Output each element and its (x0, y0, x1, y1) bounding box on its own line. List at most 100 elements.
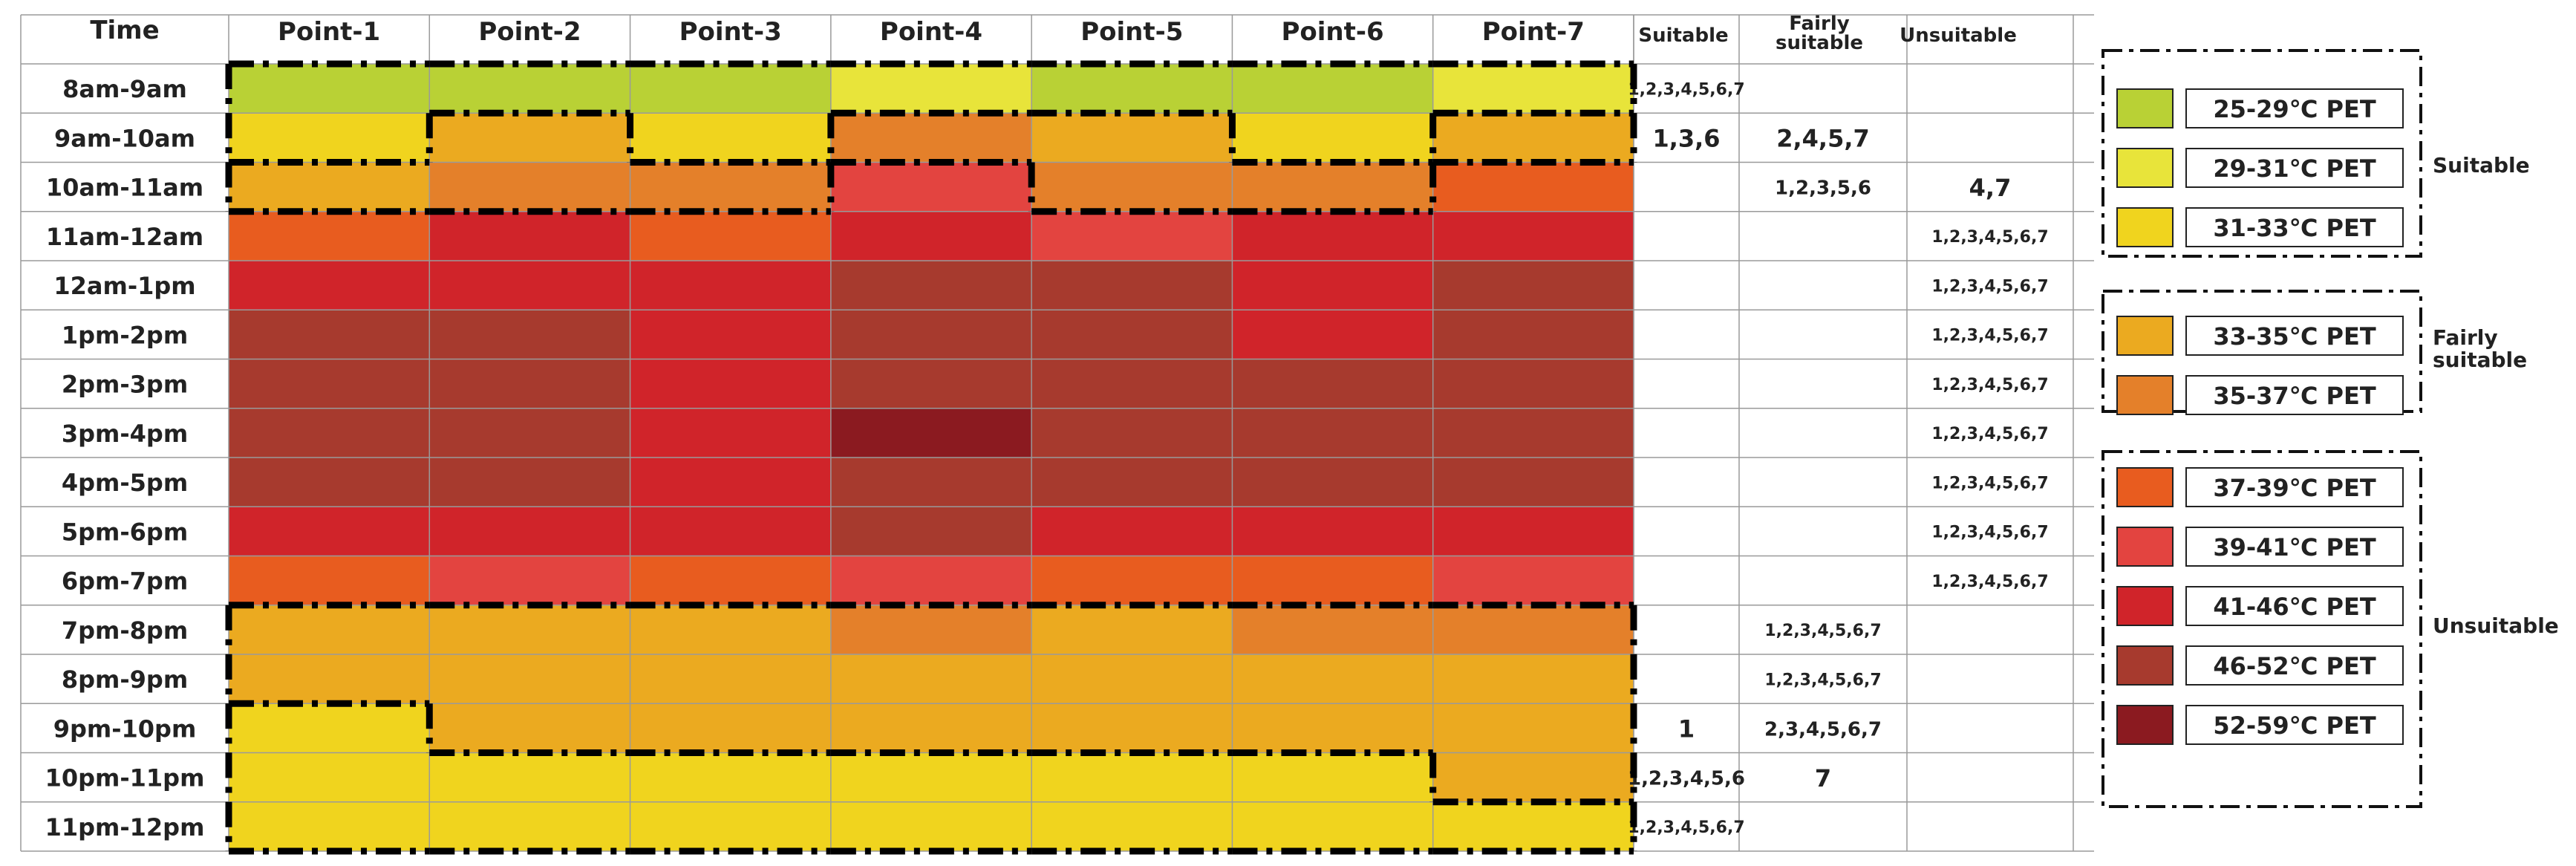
suitability-columns: 1,2,3,4,5,6,7 1,3,6 1 1,2,3,4,5,6 1,2,3,4,5,… (1628, 80, 2049, 837)
heatmap-cell (630, 359, 831, 408)
heatmap-cell (630, 64, 831, 114)
heatmap-cell (1232, 261, 1433, 310)
suitability-unsuitable-value: 1,2,3,4,5,6,7 (1931, 425, 2048, 443)
legend-label: 37-39℃ PET (2213, 474, 2376, 502)
row-label: 7pm-8pm (62, 616, 188, 645)
heatmap-cell (1031, 703, 1233, 753)
legend-label: 25-29℃ PET (2213, 95, 2376, 123)
suitability-suitable-value: 1 (1678, 715, 1695, 743)
row-labels: 8am-9am 9am-10am 10am-11am 11am-12am 12am-1p… (45, 75, 205, 841)
legend-label-box (2185, 148, 2404, 188)
suitability-unsuitable-value: 1,2,3,4,5,6,7 (1931, 376, 2048, 394)
heatmap-cell (1232, 752, 1433, 802)
heatmap-cell (630, 261, 831, 310)
heatmap-cell (830, 64, 1032, 114)
suitability-unsuitable-value: 1,2,3,4,5,6,7 (1931, 277, 2048, 296)
heatmap-cell (1232, 64, 1433, 114)
suitability-unsuitable-value: 1,2,3,4,5,6,7 (1931, 327, 2048, 345)
legend-label-box (2185, 705, 2404, 745)
row-label: 8am-9am (62, 75, 187, 103)
heatmap-cell (429, 507, 630, 556)
heatmap-cell (1232, 211, 1433, 261)
legend-label: 41-46℃ PET (2213, 593, 2376, 621)
column-labels: Point-1 Point-2 Point-3 Point-4 Point-5 Point… (278, 17, 1585, 47)
heatmap-cell (229, 261, 430, 310)
heatmap-cell (229, 752, 430, 802)
legend-label-box (2185, 586, 2404, 626)
legend-label: 46-52℃ PET (2213, 652, 2376, 680)
heatmap-cell (1031, 507, 1233, 556)
heatmap-cell (830, 801, 1032, 851)
heatmap-cell (1432, 113, 1634, 163)
legend-label: 39-41℃ PET (2213, 533, 2376, 561)
column-label: Point-5 (1080, 17, 1183, 47)
heatmap-cell (1232, 310, 1433, 359)
legend-group-label: Unsuitable (2433, 613, 2559, 638)
heatmap-cell (1432, 801, 1634, 851)
legend-label: 33-35℃ PET (2213, 322, 2376, 351)
legend-label-box (2185, 316, 2404, 356)
heatmap-cell (229, 64, 430, 114)
heatmap-cell (1432, 261, 1634, 310)
heatmap-cell (1432, 408, 1634, 458)
heatmap-cell (1232, 703, 1433, 753)
heatmap-cell (429, 752, 630, 802)
column-label: Point-3 (679, 17, 782, 47)
heatmap-cell (1432, 310, 1634, 359)
heatmap-cell (1031, 211, 1233, 261)
heatmap-cell (429, 458, 630, 507)
heatmap-cell (229, 211, 430, 261)
heatmap-cell (630, 113, 831, 163)
column-label: Point-1 (278, 17, 380, 47)
suitability-unsuitable-value: 1,2,3,4,5,6,7 (1931, 524, 2048, 542)
row-label: 10pm-11pm (45, 764, 205, 792)
heatmap-cell (1232, 359, 1433, 408)
row-label: 12am-1pm (53, 272, 195, 300)
legend-group-frame (2101, 49, 2422, 258)
column-label: Point-4 (880, 17, 982, 47)
heatmap-cell (429, 113, 630, 163)
row-label: 9am-10am (54, 124, 195, 152)
row-label: 1pm-2pm (62, 321, 188, 349)
row-label: 11am-12am (46, 223, 203, 251)
header-suitable: Suitable (1638, 25, 1728, 47)
heatmap-cell (429, 703, 630, 753)
heatmap-cell (1031, 605, 1233, 654)
heatmap-cell (429, 261, 630, 310)
table-grid (20, 14, 2094, 852)
heatmap-cell (429, 408, 630, 458)
heatmap-cell (1432, 752, 1634, 802)
legend-swatch (2116, 375, 2174, 415)
suitability-suitable-value: 1,2,3,4,5,6,7 (1628, 80, 1744, 99)
heatmap-cell (1432, 458, 1634, 507)
row-label: 8pm-9pm (62, 665, 188, 694)
heatmap-cell (1432, 703, 1634, 753)
heatmap-cell (630, 458, 831, 507)
heatmap-cell (229, 162, 430, 212)
heatmap-cell (1031, 752, 1233, 802)
heatmap-cell (830, 162, 1032, 212)
heatmap-cell (630, 507, 831, 556)
suitability-suitable-value: 1,2,3,4,5,6 (1628, 768, 1745, 790)
heatmap-cell (429, 654, 630, 704)
heatmap-cell (1031, 801, 1233, 851)
suitability-unsuitable-value: 1,2,3,4,5,6,7 (1931, 573, 2048, 591)
heatmap-cell (1232, 605, 1433, 654)
heatmap-cell (1432, 654, 1634, 704)
legend-label-box (2185, 645, 2404, 686)
legend-label: 29-31℃ PET (2213, 154, 2376, 183)
heatmap-cell (229, 654, 430, 704)
suitability-fairly-suitable-value: 7 (1815, 764, 1831, 792)
heatmap-cell (1232, 458, 1433, 507)
heatmap-cell (630, 654, 831, 704)
column-label: Point-7 (1482, 17, 1585, 47)
suitability-unsuitable-value: 1,2,3,4,5,6,7 (1931, 228, 2048, 247)
legend-swatch (2116, 527, 2174, 567)
legend-swatch (2116, 316, 2174, 356)
heatmap-cell (229, 801, 430, 851)
header-unsuitable: Unsuitable (1900, 25, 2017, 47)
column-label: Point-2 (478, 17, 581, 47)
heatmap-cell (830, 310, 1032, 359)
legend-swatch (2116, 645, 2174, 686)
legend-label: 52-59℃ PET (2213, 712, 2376, 740)
